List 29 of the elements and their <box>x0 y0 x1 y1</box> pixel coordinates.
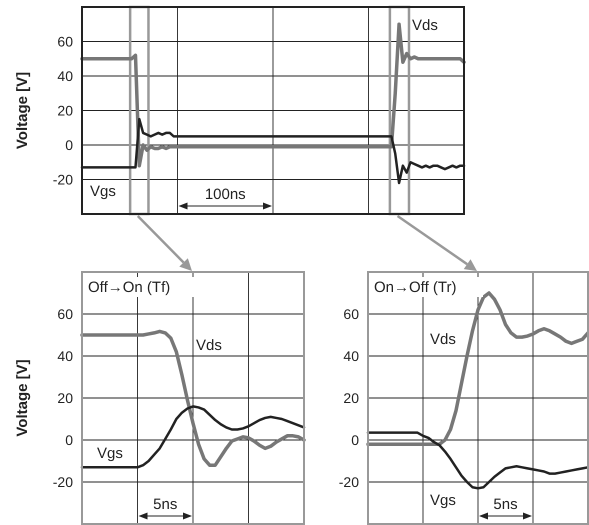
annotation: 100ns <box>204 186 246 203</box>
series-label: Vds <box>430 331 456 348</box>
y-tick-label: 60 <box>57 306 74 322</box>
y-tick-label: 40 <box>57 68 74 84</box>
annotation: 5ns <box>493 496 518 513</box>
y-tick-label: 20 <box>57 390 74 406</box>
y-axis-title: Voltage [V] <box>14 72 31 150</box>
y-tick-label: 40 <box>57 348 74 364</box>
series-label: Vgs <box>97 445 123 462</box>
y-tick-label: 0 <box>65 136 74 153</box>
series-label: Vgs <box>430 492 456 509</box>
y-tick-label: -20 <box>338 474 360 490</box>
series-label: Vds <box>412 17 438 34</box>
y-tick-label: 20 <box>343 390 360 406</box>
y-tick-label: -20 <box>52 171 74 188</box>
text: Off→On (Tf) <box>88 279 170 296</box>
y-tick-label: 0 <box>351 432 360 448</box>
y-tick-label: 20 <box>57 102 74 118</box>
y-tick-label: -20 <box>52 474 74 490</box>
series-label: Vds <box>196 337 222 354</box>
y-tick-label: 40 <box>343 348 360 364</box>
y-tick-label: 60 <box>57 33 74 50</box>
y-axis-title: Voltage [V] <box>14 359 31 437</box>
annotation: 5ns <box>153 496 178 513</box>
y-tick-label: 60 <box>343 306 360 322</box>
series-label: Vgs <box>90 183 116 200</box>
text: On→Off (Tr) <box>374 279 457 296</box>
y-tick-label: 0 <box>65 432 74 448</box>
line-series <box>80 330 306 467</box>
